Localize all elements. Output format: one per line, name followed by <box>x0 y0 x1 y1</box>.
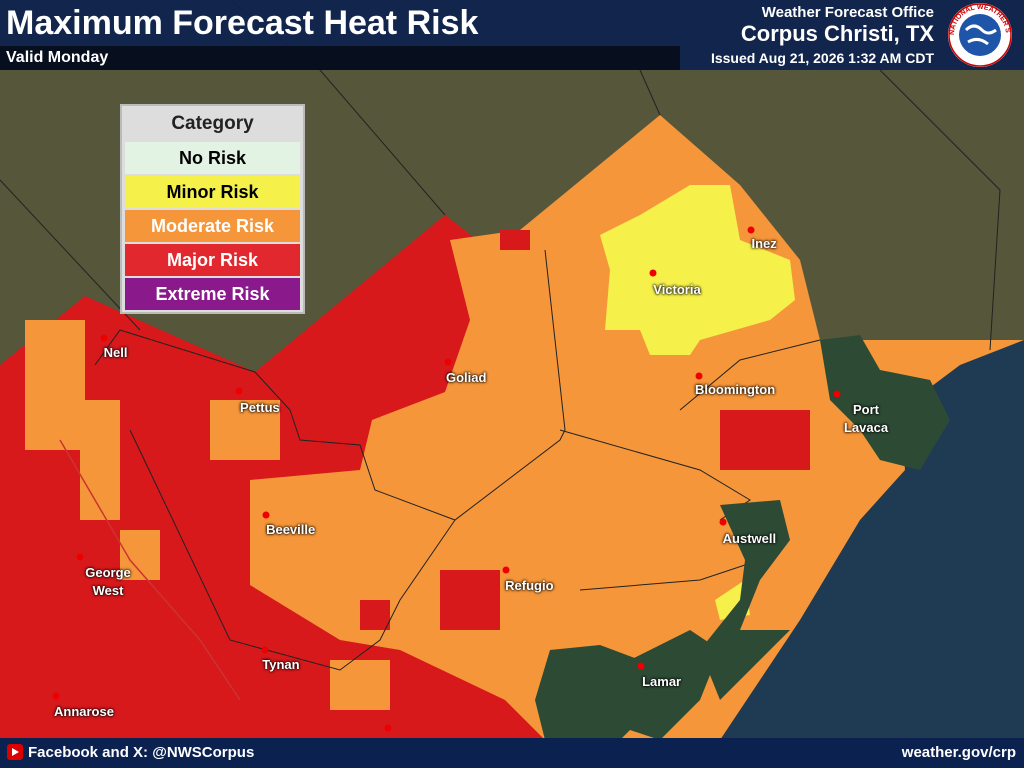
social[interactable]: Facebook and X: @NWSCorpus <box>28 744 255 761</box>
city-label: Refugio <box>505 578 554 593</box>
major-patches <box>360 230 810 630</box>
city-dot <box>649 269 657 277</box>
city-label: Port Lavaca <box>843 402 889 435</box>
city-dot <box>695 372 703 380</box>
legend-title: Category <box>125 108 300 140</box>
city-label: Victoria <box>653 282 701 297</box>
valid-time: Valid Monday <box>6 49 109 66</box>
title: Maximum Forecast Heat Risk <box>6 4 479 42</box>
website[interactable]: weather.gov/crp <box>901 744 1016 761</box>
city-label: Annarose <box>54 704 114 719</box>
city-label: Austwell <box>722 531 777 546</box>
city-dot <box>261 646 269 654</box>
city-label: Nell <box>103 345 128 360</box>
legend-item: Major Risk <box>125 244 300 276</box>
city-dot <box>833 390 841 398</box>
city-dot <box>235 387 243 395</box>
legend: Category No Risk Minor Risk Moderate Ris… <box>120 104 305 314</box>
city-label: Pettus <box>240 400 280 415</box>
city-label: George West <box>85 565 131 598</box>
city-label: Tynan <box>262 657 300 672</box>
office-label: Weather Forecast Office <box>761 4 934 21</box>
legend-item: Moderate Risk <box>125 210 300 242</box>
minor-risk-area <box>600 185 795 355</box>
city-label: Inez <box>751 236 777 251</box>
city-label: Lamar <box>642 674 682 689</box>
office: Corpus Christi, TX <box>740 21 934 46</box>
city-dots <box>52 226 841 732</box>
footer-band <box>0 738 1024 768</box>
city-dot <box>52 692 60 700</box>
city-dot <box>444 358 452 366</box>
city-dot <box>719 518 727 526</box>
city-dot <box>747 226 755 234</box>
city-dot <box>502 566 510 574</box>
header-band <box>0 0 1024 70</box>
city-dot <box>637 662 645 670</box>
legend-item: Extreme Risk <box>125 278 300 310</box>
city-label: Goliad <box>445 370 487 385</box>
gulf-water <box>720 340 1024 740</box>
city-label: Bloomington <box>694 382 776 397</box>
city-dot <box>100 334 108 342</box>
moderate-patches <box>25 320 390 710</box>
legend-item: Minor Risk <box>125 176 300 208</box>
issued: Issued Aug 21, 2026 1:32 AM CDT <box>710 50 934 66</box>
video-icon-arrow <box>12 748 19 756</box>
bays <box>535 335 950 740</box>
city-label: Beeville <box>266 522 316 537</box>
city-dot <box>76 553 84 561</box>
city-dot <box>262 511 270 519</box>
legend-item: No Risk <box>125 142 300 174</box>
highway <box>59 439 241 701</box>
city-dot <box>384 724 392 732</box>
